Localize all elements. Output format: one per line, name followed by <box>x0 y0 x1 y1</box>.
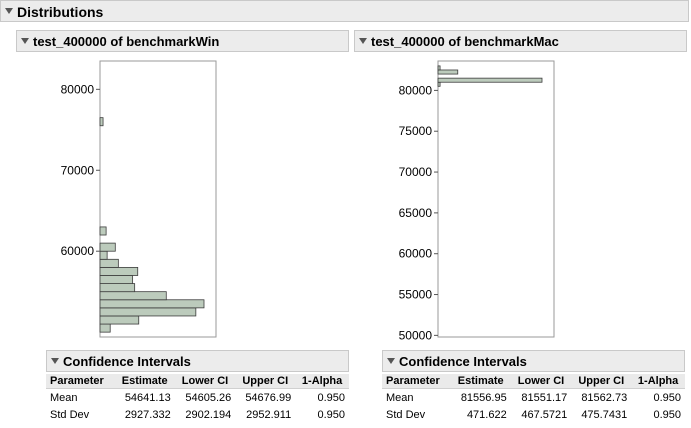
cell-lower-ci: 54605.26 <box>185 391 232 404</box>
cell-estimate: 471.622 <box>466 408 507 421</box>
ci-title-win: Confidence Intervals <box>63 354 191 369</box>
plot-frame <box>437 60 555 338</box>
cell-1-alpha: 0.950 <box>317 391 345 404</box>
histogram-bar[interactable] <box>99 258 119 268</box>
distributions-outline-header[interactable]: Distributions <box>0 0 689 22</box>
ci-header-win[interactable]: Confidence Intervals <box>46 350 349 372</box>
histogram-bar[interactable] <box>437 69 459 75</box>
histogram-bar[interactable] <box>99 283 136 293</box>
ci-title-mac: Confidence Intervals <box>399 354 527 369</box>
ci-table-header-row: Parameter Estimate Lower CI Upper CI 1-A… <box>382 374 685 389</box>
axis-tick-label: 70000 <box>61 163 95 177</box>
panel-title-mac: test_400000 of benchmarkMac <box>371 34 559 49</box>
cell-upper-ci: 54676.99 <box>245 391 292 404</box>
cell-parameter: Mean <box>50 391 78 404</box>
cell-estimate: 2927.332 <box>124 408 171 421</box>
table-row: Mean 81556.95 81551.17 81562.73 0.950 <box>382 389 685 407</box>
col-header-1-alpha[interactable]: 1-Alpha <box>295 374 349 389</box>
cell-upper-ci: 81562.73 <box>581 391 628 404</box>
col-header-parameter[interactable]: Parameter <box>46 374 115 389</box>
histogram-bar[interactable] <box>99 315 140 325</box>
disclosure-triangle-icon[interactable] <box>5 8 13 14</box>
cell-1-alpha: 0.950 <box>653 408 681 421</box>
histogram-bar[interactable] <box>437 81 441 87</box>
cell-parameter: Std Dev <box>386 408 426 421</box>
axis-tick-label: 70000 <box>399 165 433 179</box>
outline-title: Distributions <box>17 4 104 20</box>
histogram-bar[interactable] <box>99 226 107 236</box>
col-header-upper-ci[interactable]: Upper CI <box>235 374 296 389</box>
axis-tick-label: 80000 <box>61 82 95 96</box>
axis-tick-label: 80000 <box>399 83 433 97</box>
col-header-estimate[interactable]: Estimate <box>114 374 175 389</box>
cell-1-alpha: 0.950 <box>653 391 681 404</box>
ci-header-mac[interactable]: Confidence Intervals <box>382 350 685 372</box>
cell-parameter: Mean <box>386 391 414 404</box>
axis-tick-label: 55000 <box>399 288 433 302</box>
histogram-bar[interactable] <box>99 117 104 127</box>
disclosure-triangle-icon[interactable] <box>359 38 367 44</box>
ci-table-win: Parameter Estimate Lower CI Upper CI 1-A… <box>46 374 349 423</box>
histogram-bar[interactable] <box>99 275 134 284</box>
col-header-lower-ci[interactable]: Lower CI <box>174 374 236 389</box>
cell-estimate: 54641.13 <box>124 391 171 404</box>
histogram-bar[interactable] <box>437 77 543 83</box>
col-header-parameter[interactable]: Parameter <box>382 374 451 389</box>
table-row: Std Dev 2927.332 2902.194 2952.911 0.950 <box>46 406 349 423</box>
histogram-win: 60000 70000 80000 <box>61 60 217 338</box>
table-row: Mean 54641.13 54605.26 54676.99 0.950 <box>46 389 349 407</box>
cell-parameter: Std Dev <box>50 408 90 421</box>
histogram-mac: 50000 55000 60000 65000 70000 75000 80000 <box>399 60 555 342</box>
ci-table-mac: Parameter Estimate Lower CI Upper CI 1-A… <box>382 374 685 423</box>
cell-1-alpha: 0.950 <box>317 408 345 421</box>
histogram-bar[interactable] <box>99 291 167 301</box>
cell-lower-ci: 467.5721 <box>521 408 568 421</box>
col-header-upper-ci[interactable]: Upper CI <box>571 374 632 389</box>
disclosure-triangle-icon[interactable] <box>387 358 395 364</box>
histogram-bar[interactable] <box>99 250 108 260</box>
axis-tick-label: 60000 <box>399 247 433 261</box>
cell-upper-ci: 475.7431 <box>581 408 628 421</box>
panel-header-win[interactable]: test_400000 of benchmarkWin <box>16 30 349 52</box>
histogram-bar[interactable] <box>437 65 441 71</box>
panel-header-mac[interactable]: test_400000 of benchmarkMac <box>354 30 687 52</box>
axis-tick-label: 65000 <box>399 206 433 220</box>
axis-tick-label: 60000 <box>61 244 95 258</box>
disclosure-triangle-icon[interactable] <box>51 358 59 364</box>
disclosure-triangle-icon[interactable] <box>21 38 29 44</box>
histogram-bar[interactable] <box>99 323 111 333</box>
ci-table-header-row: Parameter Estimate Lower CI Upper CI 1-A… <box>46 374 349 389</box>
histogram-bar[interactable] <box>99 299 205 309</box>
col-header-lower-ci[interactable]: Lower CI <box>510 374 572 389</box>
panel-title-win: test_400000 of benchmarkWin <box>33 34 220 49</box>
cell-lower-ci: 2902.194 <box>185 408 232 421</box>
axis-tick-label: 50000 <box>399 328 433 342</box>
table-row: Std Dev 471.622 467.5721 475.7431 0.950 <box>382 406 685 423</box>
histogram-bar[interactable] <box>99 307 197 317</box>
col-header-estimate[interactable]: Estimate <box>450 374 511 389</box>
histogram-bar[interactable] <box>99 266 139 276</box>
col-header-1-alpha[interactable]: 1-Alpha <box>631 374 685 389</box>
cell-estimate: 81556.95 <box>460 391 507 404</box>
cell-lower-ci: 81551.17 <box>521 391 568 404</box>
histogram-bar[interactable] <box>99 242 116 252</box>
cell-upper-ci: 2952.911 <box>246 408 292 421</box>
axis-tick-label: 75000 <box>399 124 433 138</box>
